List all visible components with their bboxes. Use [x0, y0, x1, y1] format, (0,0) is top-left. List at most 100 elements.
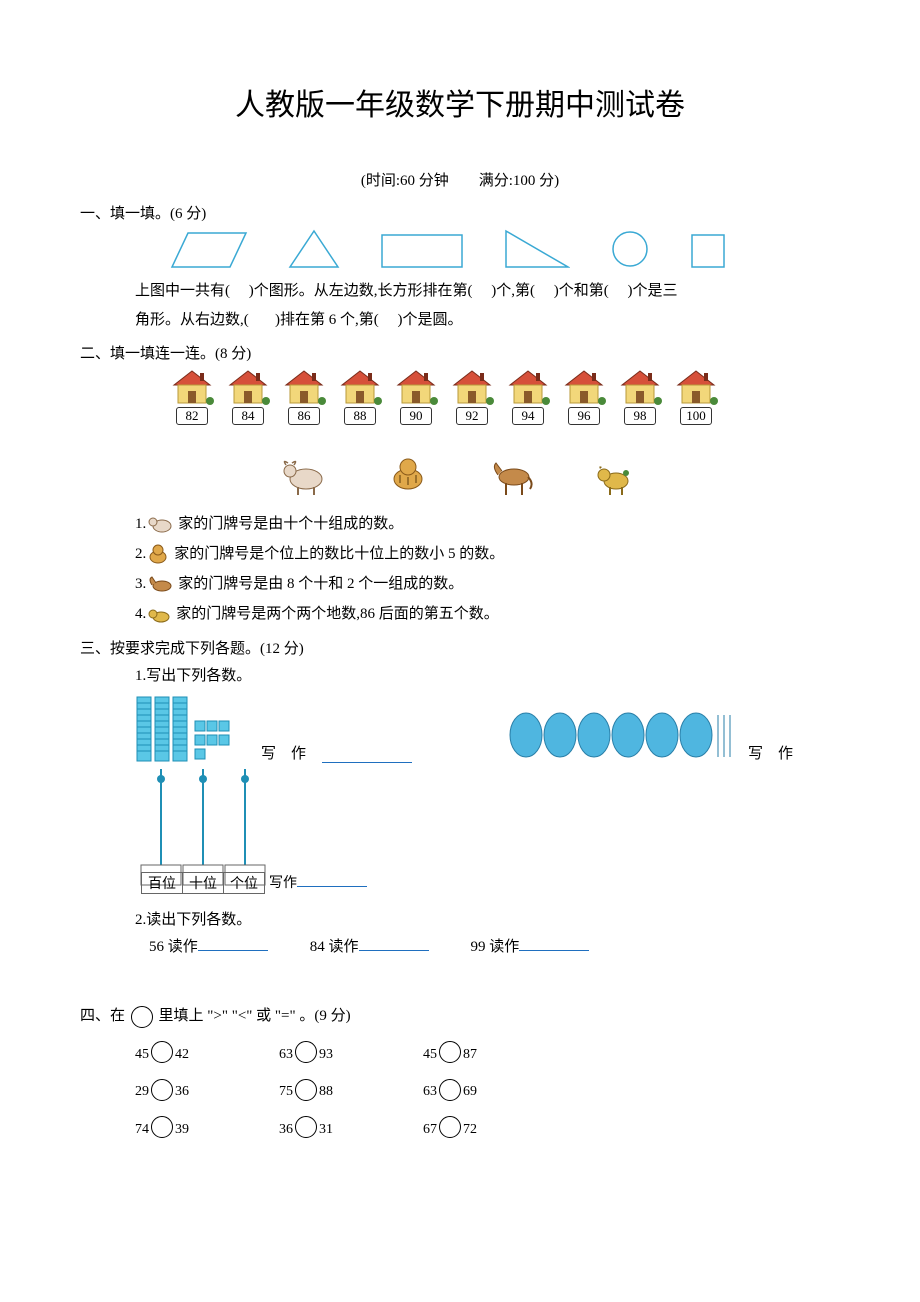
house-item: 82: [170, 369, 214, 425]
clue-4: 4. 家的门牌号是两个两个地数,86 后面的第五个数。: [135, 599, 840, 629]
write-label-2: 写 作: [748, 742, 793, 763]
compare-circle[interactable]: [151, 1041, 173, 1063]
goat-mini-icon: [146, 513, 174, 535]
clue2-text: 家的门牌号是个位上的数比十位上的数小 5 的数。: [174, 539, 504, 569]
shape-circle: [610, 229, 650, 269]
blank-write-3[interactable]: [297, 872, 367, 887]
house-icon: [618, 369, 662, 405]
section4-head: 四、在 里填上 ">" "<" 或 "=" 。(9 分): [80, 1004, 840, 1028]
stick-bundles-icon: [508, 707, 738, 763]
animal-goat-icon: [280, 455, 328, 495]
house-number: 90: [400, 407, 432, 425]
horse-mini-icon: [146, 573, 174, 595]
house-number: 82: [176, 407, 208, 425]
clue3-text: 家的门牌号是由 8 个十和 2 个一组成的数。: [178, 569, 463, 599]
compare-pair: 4542: [135, 1034, 189, 1072]
animal-dog-icon: [594, 455, 634, 495]
house-item: 84: [226, 369, 270, 425]
house-item: 88: [338, 369, 382, 425]
house-icon: [506, 369, 550, 405]
s1-l1a: 上图中一共有(: [135, 283, 230, 299]
clue1-text: 家的门牌号是由十个十组成的数。: [178, 509, 403, 539]
clue-3: 3. 家的门牌号是由 8 个十和 2 个一组成的数。: [135, 569, 840, 599]
s3-sub1: 1.写出下列各数。: [135, 664, 840, 685]
house-item: 98: [618, 369, 662, 425]
s4-head-a: 四、在: [80, 1008, 125, 1024]
place-ones: 个位: [224, 872, 265, 894]
circle-icon: [131, 1006, 153, 1028]
house-icon: [226, 369, 270, 405]
house-number: 86: [288, 407, 320, 425]
house-icon: [562, 369, 606, 405]
s1-l1c: )个,第(: [491, 283, 535, 299]
s3-sub2: 2.读出下列各数。: [135, 908, 840, 929]
clue4-text: 家的门牌号是两个两个地数,86 后面的第五个数。: [176, 599, 499, 629]
house-icon: [170, 369, 214, 405]
house-item: 86: [282, 369, 326, 425]
compare-circle[interactable]: [295, 1041, 317, 1063]
s4-head-b: 里填上 ">" "<" 或 "=" 。(9 分): [159, 1008, 351, 1024]
shape-square: [690, 233, 726, 269]
clue1-num: 1.: [135, 509, 146, 539]
compare-pair: 7588: [279, 1071, 333, 1109]
clue3-num: 3.: [135, 569, 146, 599]
compare-rows: 454263934587293675886369743936316772: [80, 1034, 840, 1147]
house-icon: [282, 369, 326, 405]
s1-l1e: )个是三: [628, 283, 678, 299]
shape-rectangle: [380, 233, 464, 269]
write-label-3: 写作: [269, 872, 297, 894]
house-item: 100: [674, 369, 718, 425]
animals-row: [280, 455, 840, 495]
blank-read[interactable]: [519, 935, 589, 951]
clue4-num: 4.: [135, 599, 146, 629]
house-number: 88: [344, 407, 376, 425]
house-item: 94: [506, 369, 550, 425]
animal-tiger-icon: [388, 455, 428, 495]
compare-pair: 6369: [423, 1071, 477, 1109]
compare-row: 7439 3631 6772: [135, 1109, 840, 1147]
compare-pair: 7439: [135, 1109, 189, 1147]
house-icon: [674, 369, 718, 405]
compare-circle[interactable]: [295, 1116, 317, 1138]
house-icon: [394, 369, 438, 405]
blank-read[interactable]: [359, 935, 429, 951]
blank-read[interactable]: [198, 935, 268, 951]
s1-l2b: )排在第 6 个,第(: [275, 312, 379, 328]
shape-parallelogram: [170, 231, 248, 269]
place-hundreds: 百位: [141, 872, 183, 894]
section3-head-real: 三、按要求完成下列各题。(12 分): [80, 637, 840, 658]
read-item: 84 读作: [310, 935, 429, 956]
house-icon: [450, 369, 494, 405]
blank-write-1[interactable]: [322, 747, 412, 763]
compare-pair: 2936: [135, 1071, 189, 1109]
compare-row: 454263934587: [135, 1034, 840, 1072]
write-label-1: 写 作: [261, 742, 306, 763]
read-item: 56 读作: [149, 935, 268, 956]
time-score: (时间:60 分钟 满分:100 分): [80, 169, 840, 190]
clue-1: 1. 家的门牌号是由十个十组成的数。: [135, 509, 840, 539]
clue2-num: 2.: [135, 539, 146, 569]
house-icon: [338, 369, 382, 405]
s1-l2a: 角形。从右边数,(: [135, 312, 249, 328]
place-value-chart: [135, 769, 285, 889]
compare-pair: 6393: [279, 1034, 333, 1072]
compare-circle[interactable]: [439, 1041, 461, 1063]
shapes-row: [170, 229, 840, 269]
compare-circle[interactable]: [151, 1079, 173, 1101]
section2-head: 二、填一填连一连。(8 分): [80, 342, 840, 363]
place-tens: 十位: [183, 872, 224, 894]
compare-circle[interactable]: [295, 1079, 317, 1101]
compare-circle[interactable]: [151, 1116, 173, 1138]
tiger-mini-icon: [146, 543, 170, 565]
compare-circle[interactable]: [439, 1079, 461, 1101]
animal-horse-icon: [488, 455, 534, 495]
house-number: 100: [680, 407, 712, 425]
house-item: 90: [394, 369, 438, 425]
compare-circle[interactable]: [439, 1116, 461, 1138]
compare-pair: 3631: [279, 1109, 333, 1147]
house-number: 84: [232, 407, 264, 425]
compare-pair: 6772: [423, 1109, 477, 1147]
compare-row: 2936 7588 6369: [135, 1071, 840, 1109]
s1-l1b: )个图形。从左边数,长方形排在第(: [249, 283, 473, 299]
s1-l1d: )个和第(: [554, 283, 609, 299]
